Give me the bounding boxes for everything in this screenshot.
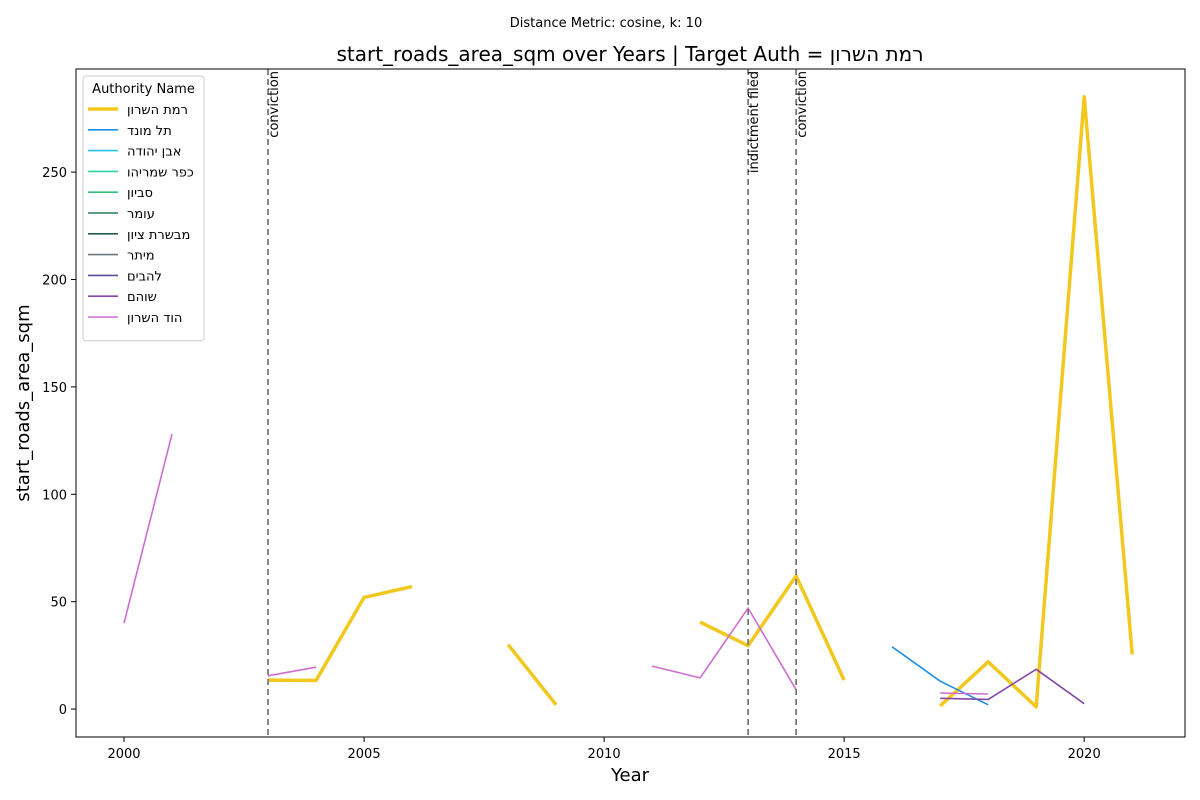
series-2 [940,668,1085,705]
event-label-conviction: conviction [267,71,282,138]
legend-label-6: מבשרת ציון [127,228,190,243]
series-3-line-2 [651,607,797,691]
legend-label-9: שוהם [127,290,157,305]
series-3 [123,433,989,695]
x-tick-label: 2010 [588,747,621,762]
x-tick-label: 2015 [828,747,861,762]
legend-label-7: מיתר [127,249,155,264]
legend-label-2: אבן יהודה [127,145,181,160]
y-tick-label: 250 [42,166,67,181]
chart-title: start_roads_area_sqm over Years | Target… [336,42,923,66]
legend-label-5: עומר [127,207,155,222]
x-axis-label: Year [610,765,650,786]
series-0-line-0 [267,584,413,683]
chart-suptitle: Distance Metric: cosine, k: 10 [510,16,702,31]
x-tick-label: 2005 [348,747,381,762]
series-3-line-3 [940,692,989,695]
y-axis-label: start_roads_area_sqm [13,304,34,501]
y-tick-label: 50 [50,596,67,611]
legend-box [82,75,205,342]
series-0-line-3 [939,95,1134,709]
legend: Authority Name רמת השרון תל מונד אבן יהודה כ… [82,75,205,342]
series-2-line-0 [940,668,1085,705]
legend-label-3: כפר שמריהו [127,165,194,180]
y-tick-label: 200 [42,273,67,288]
x-tick-label: 2000 [107,747,140,762]
event-label-indictment-filed: indictment filed [747,71,762,173]
series-0-line-2 [699,574,846,681]
series-1-line-0 [891,646,989,706]
plot-frame [75,68,1186,738]
series-1 [891,646,989,706]
x-tick-label: 2020 [1068,747,1101,762]
y-tick-label: 100 [42,488,67,503]
legend-label-8: להבים [127,269,162,284]
legend-label-4: סביון [127,186,153,201]
legend-label-10: הוד השרון [127,311,182,326]
series-3-line-1 [267,666,317,677]
y-tick-label: 0 [59,703,67,718]
legend-title: Authority Name [92,82,195,97]
series-0-line-1 [506,643,558,706]
series-3-line-0 [123,433,173,624]
y-tick-label: 150 [42,381,67,396]
legend-label-1: תל מונד [127,124,172,139]
series-0 [267,95,1134,709]
legend-label-0: רמת השרון [127,103,188,118]
event-label-conviction: conviction [795,71,810,138]
